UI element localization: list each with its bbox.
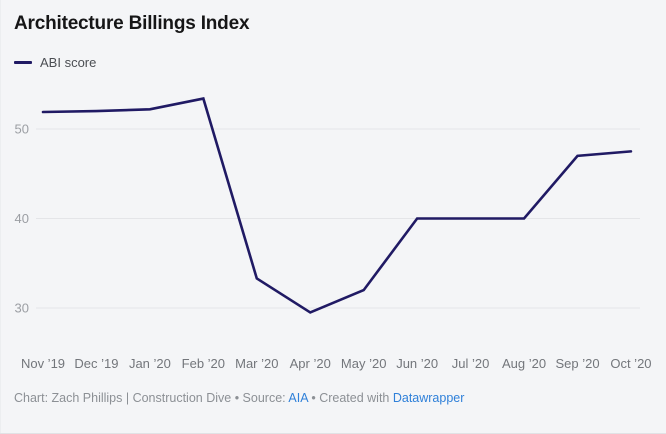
x-axis-tick-label: Oct ’20: [610, 356, 651, 371]
y-axis-tick-label: 50: [15, 122, 29, 137]
abi-score-line: [41, 97, 633, 314]
x-axis-tick-label: Mar ’20: [235, 356, 278, 371]
x-axis-tick-label: Jul ’20: [452, 356, 490, 371]
x-axis-tick-label: Jan ’20: [129, 356, 171, 371]
datawrapper-link[interactable]: Datawrapper: [392, 391, 465, 405]
footer-byline: Chart: Zach Phillips | Construction Dive…: [14, 391, 289, 405]
x-axis-tick-label: Feb ’20: [182, 356, 225, 371]
x-axis-tick-label: Aug ’20: [502, 356, 546, 371]
x-axis-tick-label: Apr ’20: [290, 356, 331, 371]
x-axis-tick-label: Sep ’20: [555, 356, 599, 371]
y-axis-tick-label: 40: [15, 211, 29, 226]
footer-created-with: • Created with: [307, 391, 393, 405]
legend: ABI score: [14, 55, 96, 70]
legend-label: ABI score: [40, 55, 97, 70]
x-axis-tick-label: Dec ’19: [74, 356, 118, 371]
chart-title: Architecture Billings Index: [14, 13, 250, 34]
legend-line-swatch: [14, 61, 32, 64]
x-axis-tick-label: Jun ’20: [396, 356, 438, 371]
source-link[interactable]: AIA: [288, 391, 308, 405]
y-axis-tick-label: 30: [15, 301, 29, 316]
x-axis-tick-label: May ’20: [341, 356, 387, 371]
x-axis-tick-label: Nov ’19: [21, 356, 65, 371]
attribution-footer: Chart: Zach Phillips | Construction Dive…: [14, 391, 464, 405]
